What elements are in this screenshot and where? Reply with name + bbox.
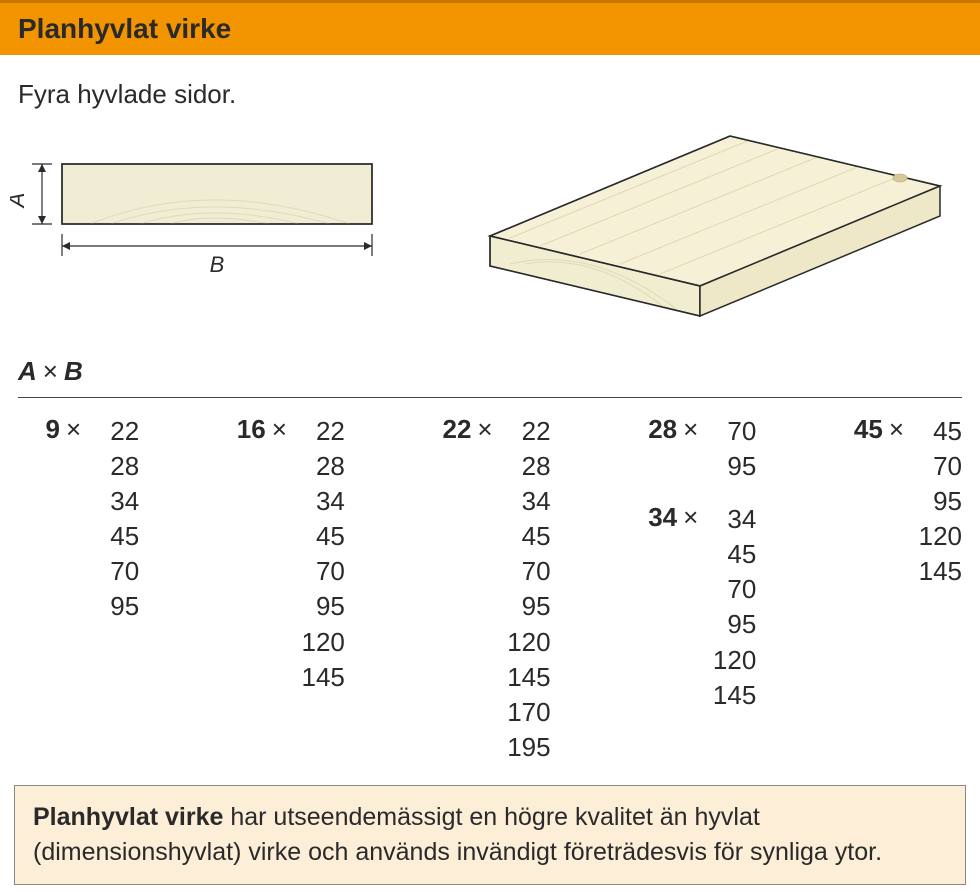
size-b-value: 34 bbox=[293, 484, 345, 519]
size-a-value: 34 bbox=[635, 502, 677, 713]
ab-header-b: B bbox=[64, 356, 83, 386]
size-a-value: 28 bbox=[635, 414, 677, 484]
page-title: Planhyvlat virke bbox=[18, 13, 231, 44]
ab-header: A×B bbox=[0, 346, 980, 393]
size-b-value: 45 bbox=[87, 519, 139, 554]
size-group: 34×34457095120145 bbox=[635, 502, 756, 713]
size-b-value: 22 bbox=[499, 414, 551, 449]
cross-section-diagram: A B bbox=[10, 146, 390, 306]
footer-lead: Planhyvlat virke bbox=[33, 803, 223, 831]
size-b-value: 70 bbox=[87, 554, 139, 589]
size-b-value: 95 bbox=[293, 589, 345, 624]
size-b-value: 70 bbox=[910, 449, 962, 484]
size-b-value: 195 bbox=[499, 730, 551, 765]
page-header: Planhyvlat virke bbox=[0, 0, 980, 55]
size-b-value: 22 bbox=[87, 414, 139, 449]
size-group: 28×7095 bbox=[635, 414, 756, 484]
size-b-value: 95 bbox=[87, 589, 139, 624]
diagram-row: A B bbox=[0, 126, 980, 346]
size-times: × bbox=[266, 414, 293, 695]
footer-note: Planhyvlat virke har utseendemässigt en … bbox=[14, 785, 966, 885]
size-column: 22×222834457095120145170195 bbox=[429, 414, 550, 765]
size-b-value: 70 bbox=[704, 572, 756, 607]
size-a-value: 22 bbox=[429, 414, 471, 765]
size-times: × bbox=[883, 414, 910, 589]
size-b-value: 70 bbox=[293, 554, 345, 589]
size-table: 9×22283445709516×22283445709512014522×22… bbox=[0, 414, 980, 765]
size-b-value: 45 bbox=[499, 519, 551, 554]
ab-header-a: A bbox=[18, 356, 37, 386]
size-b-value: 70 bbox=[499, 554, 551, 589]
size-column: 45×457095120145 bbox=[841, 414, 962, 765]
size-times: × bbox=[471, 414, 498, 765]
size-b-value: 120 bbox=[910, 519, 962, 554]
size-b-value: 95 bbox=[499, 589, 551, 624]
size-b-list: 222834457095120145 bbox=[293, 414, 345, 695]
size-b-value: 95 bbox=[704, 449, 756, 484]
plank-3d-diagram bbox=[430, 126, 950, 326]
size-b-value: 145 bbox=[704, 678, 756, 713]
label-a: A bbox=[10, 193, 29, 210]
size-times: × bbox=[677, 414, 704, 484]
size-b-value: 34 bbox=[704, 502, 756, 537]
size-b-value: 70 bbox=[704, 414, 756, 449]
size-b-value: 170 bbox=[499, 695, 551, 730]
size-group: 9×222834457095 bbox=[18, 414, 139, 625]
size-b-value: 120 bbox=[293, 625, 345, 660]
size-b-value: 120 bbox=[499, 625, 551, 660]
size-column: 9×222834457095 bbox=[18, 414, 139, 765]
size-b-value: 28 bbox=[293, 449, 345, 484]
subtitle: Fyra hyvlade sidor. bbox=[0, 55, 980, 126]
size-column: 16×222834457095120145 bbox=[224, 414, 345, 765]
size-b-value: 45 bbox=[293, 519, 345, 554]
divider bbox=[18, 397, 962, 398]
size-b-list: 222834457095 bbox=[87, 414, 139, 625]
size-b-value: 28 bbox=[87, 449, 139, 484]
size-group: 45×457095120145 bbox=[841, 414, 962, 589]
size-group: 22×222834457095120145170195 bbox=[429, 414, 550, 765]
size-b-value: 45 bbox=[910, 414, 962, 449]
size-b-value: 145 bbox=[910, 554, 962, 589]
size-b-value: 28 bbox=[499, 449, 551, 484]
size-group: 16×222834457095120145 bbox=[224, 414, 345, 695]
size-b-list: 34457095120145 bbox=[704, 502, 756, 713]
size-b-value: 95 bbox=[704, 607, 756, 642]
size-a-value: 9 bbox=[18, 414, 60, 625]
size-b-value: 34 bbox=[87, 484, 139, 519]
size-b-list: 222834457095120145170195 bbox=[499, 414, 551, 765]
size-b-list: 457095120145 bbox=[910, 414, 962, 589]
size-b-value: 120 bbox=[704, 643, 756, 678]
size-b-list: 7095 bbox=[704, 414, 756, 484]
size-b-value: 145 bbox=[499, 660, 551, 695]
size-times: × bbox=[677, 502, 704, 713]
size-b-value: 34 bbox=[499, 484, 551, 519]
ab-header-times: × bbox=[37, 356, 64, 386]
size-b-value: 45 bbox=[704, 537, 756, 572]
size-a-value: 16 bbox=[224, 414, 266, 695]
label-b: B bbox=[210, 252, 225, 277]
size-times: × bbox=[60, 414, 87, 625]
size-a-value: 45 bbox=[841, 414, 883, 589]
size-b-value: 95 bbox=[910, 484, 962, 519]
size-b-value: 22 bbox=[293, 414, 345, 449]
size-b-value: 145 bbox=[293, 660, 345, 695]
size-column: 28×709534×34457095120145 bbox=[635, 414, 756, 765]
